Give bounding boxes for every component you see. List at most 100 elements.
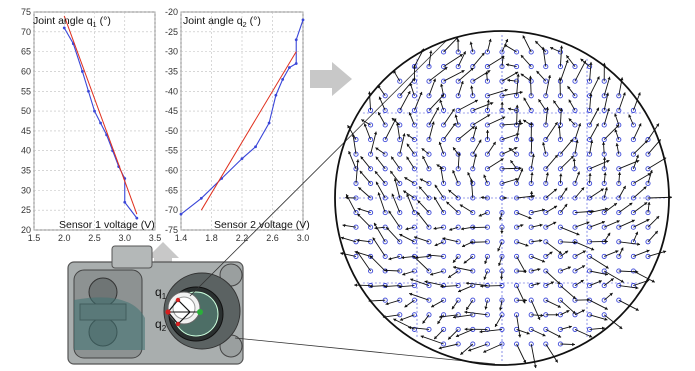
- error-vector: [399, 233, 415, 243]
- error-vector-head: [469, 178, 474, 182]
- sample-point: [470, 107, 476, 113]
- error-vector-head: [523, 97, 527, 101]
- error-vector-head: [553, 221, 557, 225]
- error-vector-head: [367, 91, 372, 95]
- error-vector-head: [451, 108, 455, 112]
- sample-point: [630, 224, 636, 230]
- error-vector-head: [437, 320, 441, 324]
- plot-q1-measured-point: [87, 89, 90, 93]
- error-vector: [413, 91, 423, 111]
- sample-point: [411, 107, 417, 113]
- error-vector-head: [439, 166, 443, 170]
- error-vector-head: [656, 216, 660, 220]
- error-vector: [574, 328, 593, 338]
- sample-point: [601, 297, 607, 303]
- error-vector-head: [620, 279, 624, 283]
- error-vector-head: [607, 232, 611, 236]
- sample-point: [455, 297, 461, 303]
- sample-point: [616, 137, 622, 143]
- sample-point: [382, 253, 388, 259]
- error-vector-head: [576, 171, 581, 175]
- error-vector: [424, 280, 444, 287]
- error-vector-head: [373, 131, 378, 135]
- error-vector-head: [419, 178, 424, 182]
- error-vector-head: [568, 325, 572, 329]
- error-vector-head: [622, 92, 626, 96]
- plot-q1-xtick-label: 2.0: [58, 233, 71, 243]
- error-vector-head: [463, 260, 467, 264]
- error-vector-head: [497, 248, 501, 252]
- error-vector-head: [406, 134, 411, 138]
- error-vector-head: [488, 38, 492, 42]
- error-vector: [399, 133, 406, 155]
- plot-q2-ytick-label: -20: [165, 7, 178, 17]
- error-vector: [516, 73, 519, 96]
- zoom-line-bottom: [234, 337, 496, 365]
- error-vector-head: [498, 217, 503, 221]
- error-vector: [545, 121, 558, 140]
- sample-point: [601, 253, 607, 259]
- error-vector: [574, 241, 595, 251]
- error-vector: [468, 343, 488, 352]
- zoom-line-top: [189, 39, 448, 297]
- error-vector: [632, 123, 642, 140]
- sample-point: [587, 137, 593, 143]
- sample-point: [557, 283, 563, 289]
- sample-point: [630, 268, 636, 274]
- plot-q2-ytick-label: -50: [165, 126, 178, 136]
- sample-point: [587, 253, 593, 259]
- error-vector: [574, 210, 595, 214]
- sample-point: [572, 283, 578, 289]
- sample-point: [587, 166, 593, 172]
- plot-q1-ytick-label: 30: [21, 185, 31, 195]
- sample-point: [528, 268, 534, 274]
- sample-point: [499, 341, 505, 347]
- sample-point: [411, 195, 417, 201]
- error-vector-head: [532, 194, 535, 198]
- error-vector-head: [412, 255, 416, 259]
- sample-point: [572, 268, 578, 274]
- error-vector-head: [643, 186, 647, 190]
- error-vector-head: [528, 216, 532, 220]
- sample-point: [557, 210, 563, 216]
- plot-q1-ytick-label: 45: [21, 126, 31, 136]
- error-vector-head: [438, 346, 442, 350]
- plot-q2-measured-point: [294, 38, 298, 42]
- error-vector-head: [573, 240, 577, 245]
- error-vector-head: [460, 351, 464, 355]
- sample-point: [514, 210, 520, 216]
- error-vector-head: [537, 267, 541, 272]
- error-vector: [560, 138, 574, 155]
- sample-point: [455, 78, 461, 84]
- error-vector-head: [485, 129, 490, 133]
- error-vector-head: [610, 278, 614, 282]
- sample-point: [382, 210, 388, 216]
- error-vector-head: [524, 298, 527, 302]
- plot-q2-fit-line: [200, 51, 297, 211]
- plot-q1: 75 70 65 60 55 50 45 40 35 30 25 20 1.5 2.0 2.5 3.0 3.5…: [21, 7, 161, 243]
- sample-point: [353, 166, 359, 172]
- error-vector: [373, 222, 386, 243]
- error-vector-head: [490, 102, 494, 106]
- error-vector-head: [372, 237, 376, 241]
- error-vector-head: [460, 81, 464, 85]
- sample-point: [601, 93, 607, 99]
- error-vector: [469, 241, 488, 243]
- mechanism-drawing: q1 q2: [67, 245, 244, 365]
- error-vector-head: [351, 133, 355, 137]
- error-vector: [545, 74, 551, 96]
- error-vector: [487, 158, 504, 170]
- error-vector-head: [620, 247, 624, 251]
- error-vector-head: [408, 325, 412, 330]
- sample-point: [543, 253, 549, 259]
- sample-point: [645, 224, 651, 230]
- sample-point: [455, 268, 461, 274]
- sample-point: [587, 312, 593, 318]
- error-vector-head: [429, 50, 433, 54]
- error-vector: [603, 270, 625, 283]
- error-vector: [472, 52, 485, 67]
- sample-point: [645, 180, 651, 186]
- error-vector-head: [424, 280, 428, 284]
- sample-point: [630, 210, 636, 216]
- error-vector-head: [466, 306, 470, 310]
